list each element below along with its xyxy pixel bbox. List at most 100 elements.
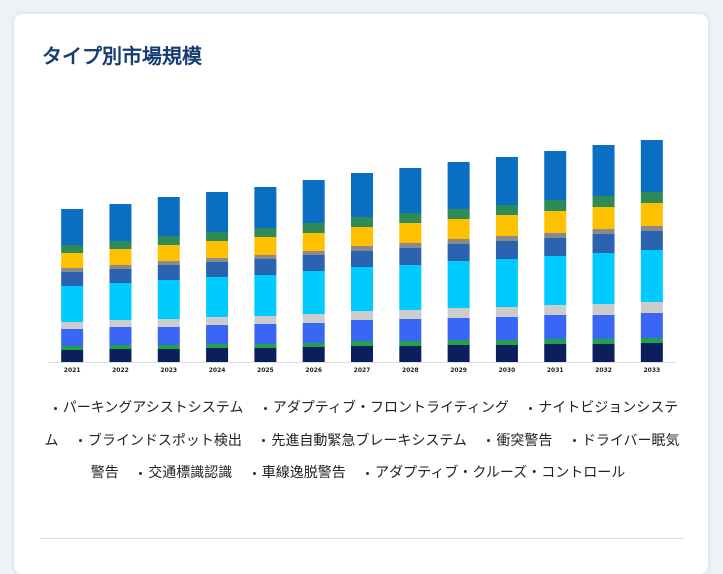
x-tick-label: 2027 [354, 367, 371, 374]
bar-segment [495, 259, 518, 307]
legend-bullet [139, 471, 143, 475]
bar-segment [544, 344, 567, 362]
legend-label: 衝突警告 [496, 432, 553, 449]
bar-segment [61, 253, 84, 268]
legend-item: ナイトビジョンシステム [44, 400, 678, 449]
bar-segment [592, 344, 615, 362]
bar-segment [495, 317, 518, 340]
x-tick-label: 2033 [643, 367, 660, 374]
bar-segment [592, 304, 615, 315]
bar-segment [592, 207, 615, 229]
bar-segment [592, 229, 615, 234]
bar-segment [109, 204, 132, 241]
bar-segment [495, 241, 518, 259]
bar-segment [399, 248, 422, 265]
legend-label: 車線逸脱警告 [261, 465, 346, 481]
bar-segment [351, 173, 373, 217]
bar-segment [447, 162, 470, 209]
bar-segment [447, 340, 470, 345]
bar-segment [495, 157, 518, 205]
bar-segment [640, 313, 663, 338]
bar-segment [447, 308, 470, 318]
bar-segment [206, 348, 229, 362]
bar-segment [302, 255, 325, 271]
bar-segment [495, 307, 518, 317]
legend-label: ブラインドスポット検出 [87, 432, 242, 449]
legend-bullet [53, 406, 57, 410]
bar-segment [206, 317, 229, 325]
bar-segment [544, 305, 567, 315]
bar-segment [206, 325, 229, 344]
bar-segment [640, 250, 663, 302]
bar-segment [157, 327, 180, 345]
bar-segment [61, 346, 84, 350]
x-tick-label: 2031 [547, 367, 564, 374]
bar-segment [254, 259, 277, 275]
bar-segment [254, 316, 277, 324]
bar-segment [351, 267, 373, 311]
bar-segment [109, 249, 132, 265]
bar-segment [351, 346, 373, 362]
bar-segment [592, 339, 615, 344]
legend-label: ナイトビジョンシステム [44, 400, 679, 449]
legend-item: 衝突警告 [487, 433, 552, 449]
bar-segment [544, 238, 567, 256]
bar-segment [544, 233, 567, 238]
bar-segment [640, 231, 663, 250]
bar-segment [495, 340, 518, 345]
bar-segment [157, 345, 180, 349]
legend-item: 交通標識認識 [139, 465, 232, 481]
bar-segment [592, 234, 615, 253]
bar-segment [61, 245, 84, 253]
bar-segment [351, 227, 373, 246]
legend-label: 先進自動緊急ブレーキシステム [271, 432, 467, 449]
bar-segment [447, 209, 470, 219]
bar-segment [447, 261, 470, 308]
x-tick-label: 2023 [160, 367, 177, 374]
bar-segment [206, 232, 229, 241]
x-tick-label: 2022 [112, 367, 129, 374]
bar-segment [592, 315, 615, 339]
bar-segment [640, 226, 663, 231]
bar-segment [302, 314, 325, 323]
bar-segment [544, 151, 567, 200]
bar-segment [61, 322, 84, 329]
bar-segment [399, 265, 422, 310]
bar-segment [61, 209, 84, 245]
bar-segment [592, 196, 615, 207]
bar-segment [495, 345, 518, 362]
legend-bullet [78, 439, 82, 442]
bar-segment [254, 228, 277, 237]
legend-label: ドライバー眠気警告 [90, 432, 680, 482]
x-tick-label: 2021 [64, 367, 81, 374]
bar-segment [302, 347, 325, 362]
legend-item: 先進自動緊急ブレーキシステム [262, 433, 467, 449]
bar-segment [109, 241, 132, 249]
bar-segment [254, 237, 277, 255]
legend-label: アダプティブ・フロントライティング [272, 400, 509, 416]
bar-segment [544, 211, 567, 233]
legend-bullet [263, 406, 267, 410]
bar-segment [254, 255, 277, 259]
bar-segment [495, 205, 518, 215]
legend-label: 交通標識認識 [148, 465, 233, 481]
bar-segment [399, 243, 422, 248]
x-tick-label: 2030 [499, 367, 516, 374]
x-tick-label: 2032 [595, 367, 612, 374]
bar-segment [157, 261, 180, 265]
title: タイプ別市場規模 [42, 44, 202, 68]
legend-item: アダプティブ・クルーズ・コントロール [366, 465, 625, 481]
bar-segment [206, 277, 229, 317]
bar-segment [302, 343, 325, 347]
bar-segment [109, 283, 132, 320]
bar-segment [447, 345, 470, 362]
bar-segment [544, 256, 567, 305]
bar-segment [447, 318, 470, 340]
legend-bullet [366, 471, 370, 475]
bar-segment [351, 311, 373, 320]
legend-label: アダプティブ・クルーズ・コントロール [375, 465, 626, 481]
bar-segment [206, 262, 229, 277]
bar-segment [254, 344, 277, 348]
bar-segment [61, 286, 84, 322]
bar-segment [61, 350, 84, 362]
